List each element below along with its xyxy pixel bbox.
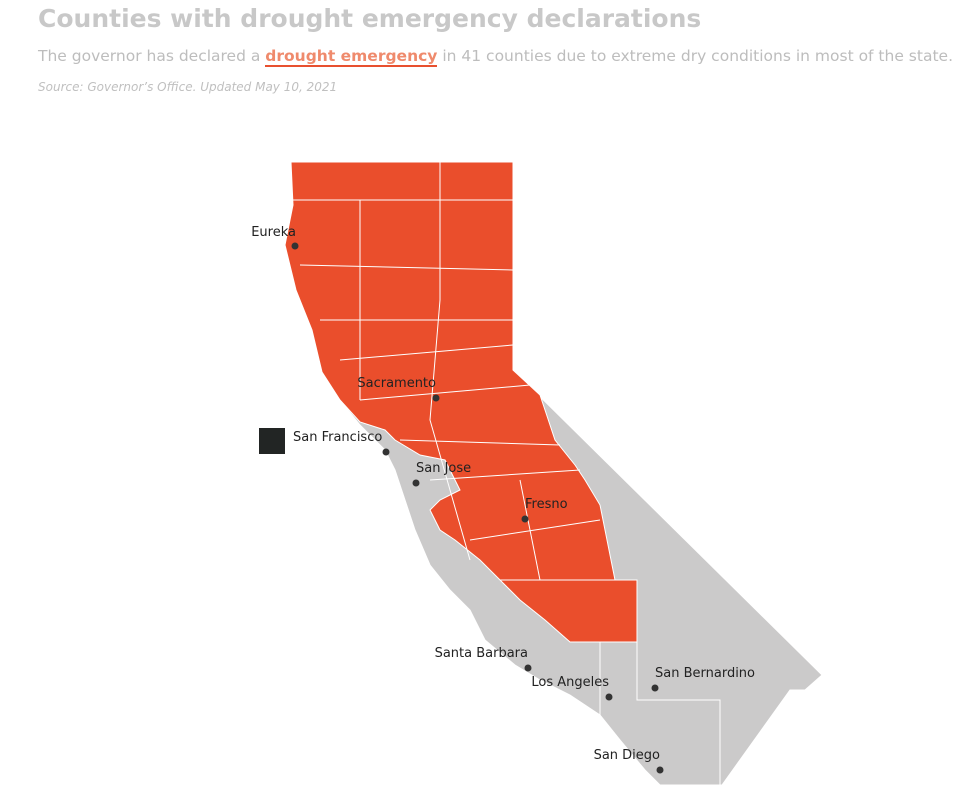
city-dot (524, 664, 532, 672)
city-label: Fresno (525, 497, 568, 512)
city-label: San Francisco (293, 430, 382, 445)
city-dot (432, 394, 440, 402)
city-dot (656, 766, 664, 774)
city-dot (651, 684, 659, 692)
city-label: Eureka (251, 225, 296, 240)
county-lines (291, 162, 721, 785)
source: Source: Governor’s Office. Updated May 1… (38, 80, 338, 94)
title: Counties with drought emergency declarat… (38, 4, 702, 33)
city-dot (412, 479, 420, 487)
city-label: San Jose (416, 461, 471, 476)
city-label: Sacramento (357, 376, 436, 391)
subtitle-text: in 41 counties due to extreme dry condit… (437, 47, 953, 65)
subtitle: The governor has declared a drought emer… (38, 47, 953, 67)
legend-swatch (259, 428, 285, 454)
city-label: San Bernardino (655, 666, 755, 681)
city-dot (291, 242, 299, 250)
drought-link[interactable]: drought emergency (265, 47, 438, 67)
city-label: Los Angeles (531, 675, 609, 690)
city-dot (521, 515, 529, 523)
city-dot (382, 448, 390, 456)
city-label: San Diego (594, 748, 660, 763)
city-dot (605, 693, 613, 701)
subtitle-text: The governor has declared a (38, 47, 266, 65)
city-label: Santa Barbara (435, 646, 528, 661)
